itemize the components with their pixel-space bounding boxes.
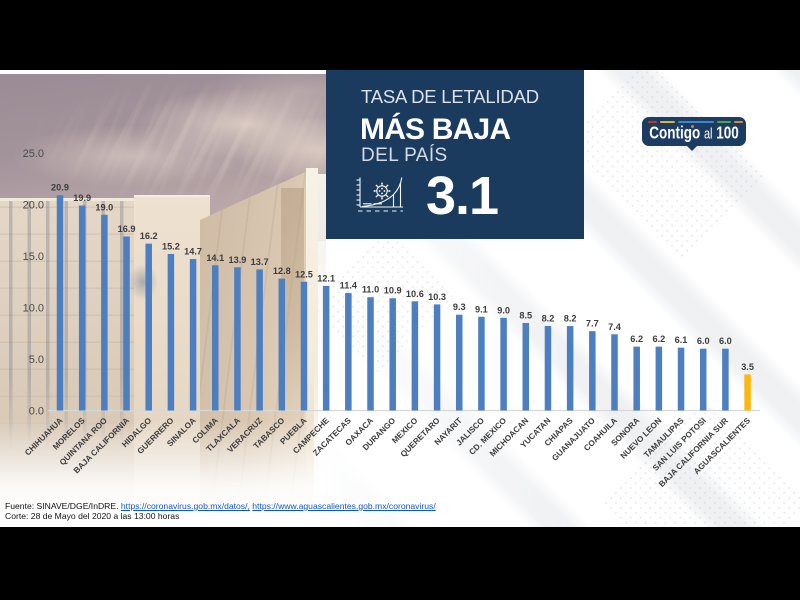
svg-text:11.4: 11.4: [340, 281, 358, 291]
svg-text:12.5: 12.5: [295, 269, 313, 279]
svg-text:15.0: 15.0: [23, 251, 44, 263]
svg-text:7.4: 7.4: [608, 322, 622, 332]
svg-text:10.9: 10.9: [384, 286, 402, 296]
svg-text:15.2: 15.2: [162, 241, 180, 251]
svg-text:14.1: 14.1: [206, 253, 224, 263]
svg-text:6.2: 6.2: [630, 334, 643, 344]
svg-text:9.1: 9.1: [475, 304, 488, 314]
svg-text:6.1: 6.1: [675, 335, 688, 345]
svg-text:16.9: 16.9: [118, 224, 136, 234]
svg-text:20.0: 20.0: [23, 199, 44, 211]
svg-text:3.5: 3.5: [741, 362, 754, 372]
svg-text:6.0: 6.0: [697, 336, 710, 346]
svg-text:16.2: 16.2: [140, 231, 158, 241]
svg-text:5.0: 5.0: [29, 354, 44, 366]
svg-text:0.0: 0.0: [29, 405, 44, 417]
svg-text:14.7: 14.7: [184, 247, 202, 257]
svg-text:19.0: 19.0: [95, 202, 113, 212]
svg-text:13.9: 13.9: [228, 255, 246, 265]
svg-text:20.9: 20.9: [51, 183, 69, 193]
svg-text:10.0: 10.0: [23, 302, 44, 314]
svg-text:9.0: 9.0: [497, 305, 510, 315]
svg-text:6.0: 6.0: [719, 336, 732, 346]
svg-text:7.7: 7.7: [586, 319, 599, 329]
svg-text:8.2: 8.2: [542, 314, 555, 324]
svg-text:12.8: 12.8: [273, 266, 291, 276]
svg-text:12.1: 12.1: [317, 273, 335, 283]
svg-text:11.0: 11.0: [362, 285, 379, 295]
svg-text:10.6: 10.6: [406, 289, 424, 299]
svg-text:8.5: 8.5: [519, 310, 532, 320]
svg-text:6.2: 6.2: [652, 334, 665, 344]
svg-text:19.9: 19.9: [73, 193, 91, 203]
svg-text:13.7: 13.7: [251, 257, 269, 267]
svg-text:10.3: 10.3: [428, 292, 446, 302]
svg-text:8.2: 8.2: [564, 314, 577, 324]
svg-text:9.3: 9.3: [453, 302, 466, 312]
svg-text:25.0: 25.0: [23, 148, 44, 160]
